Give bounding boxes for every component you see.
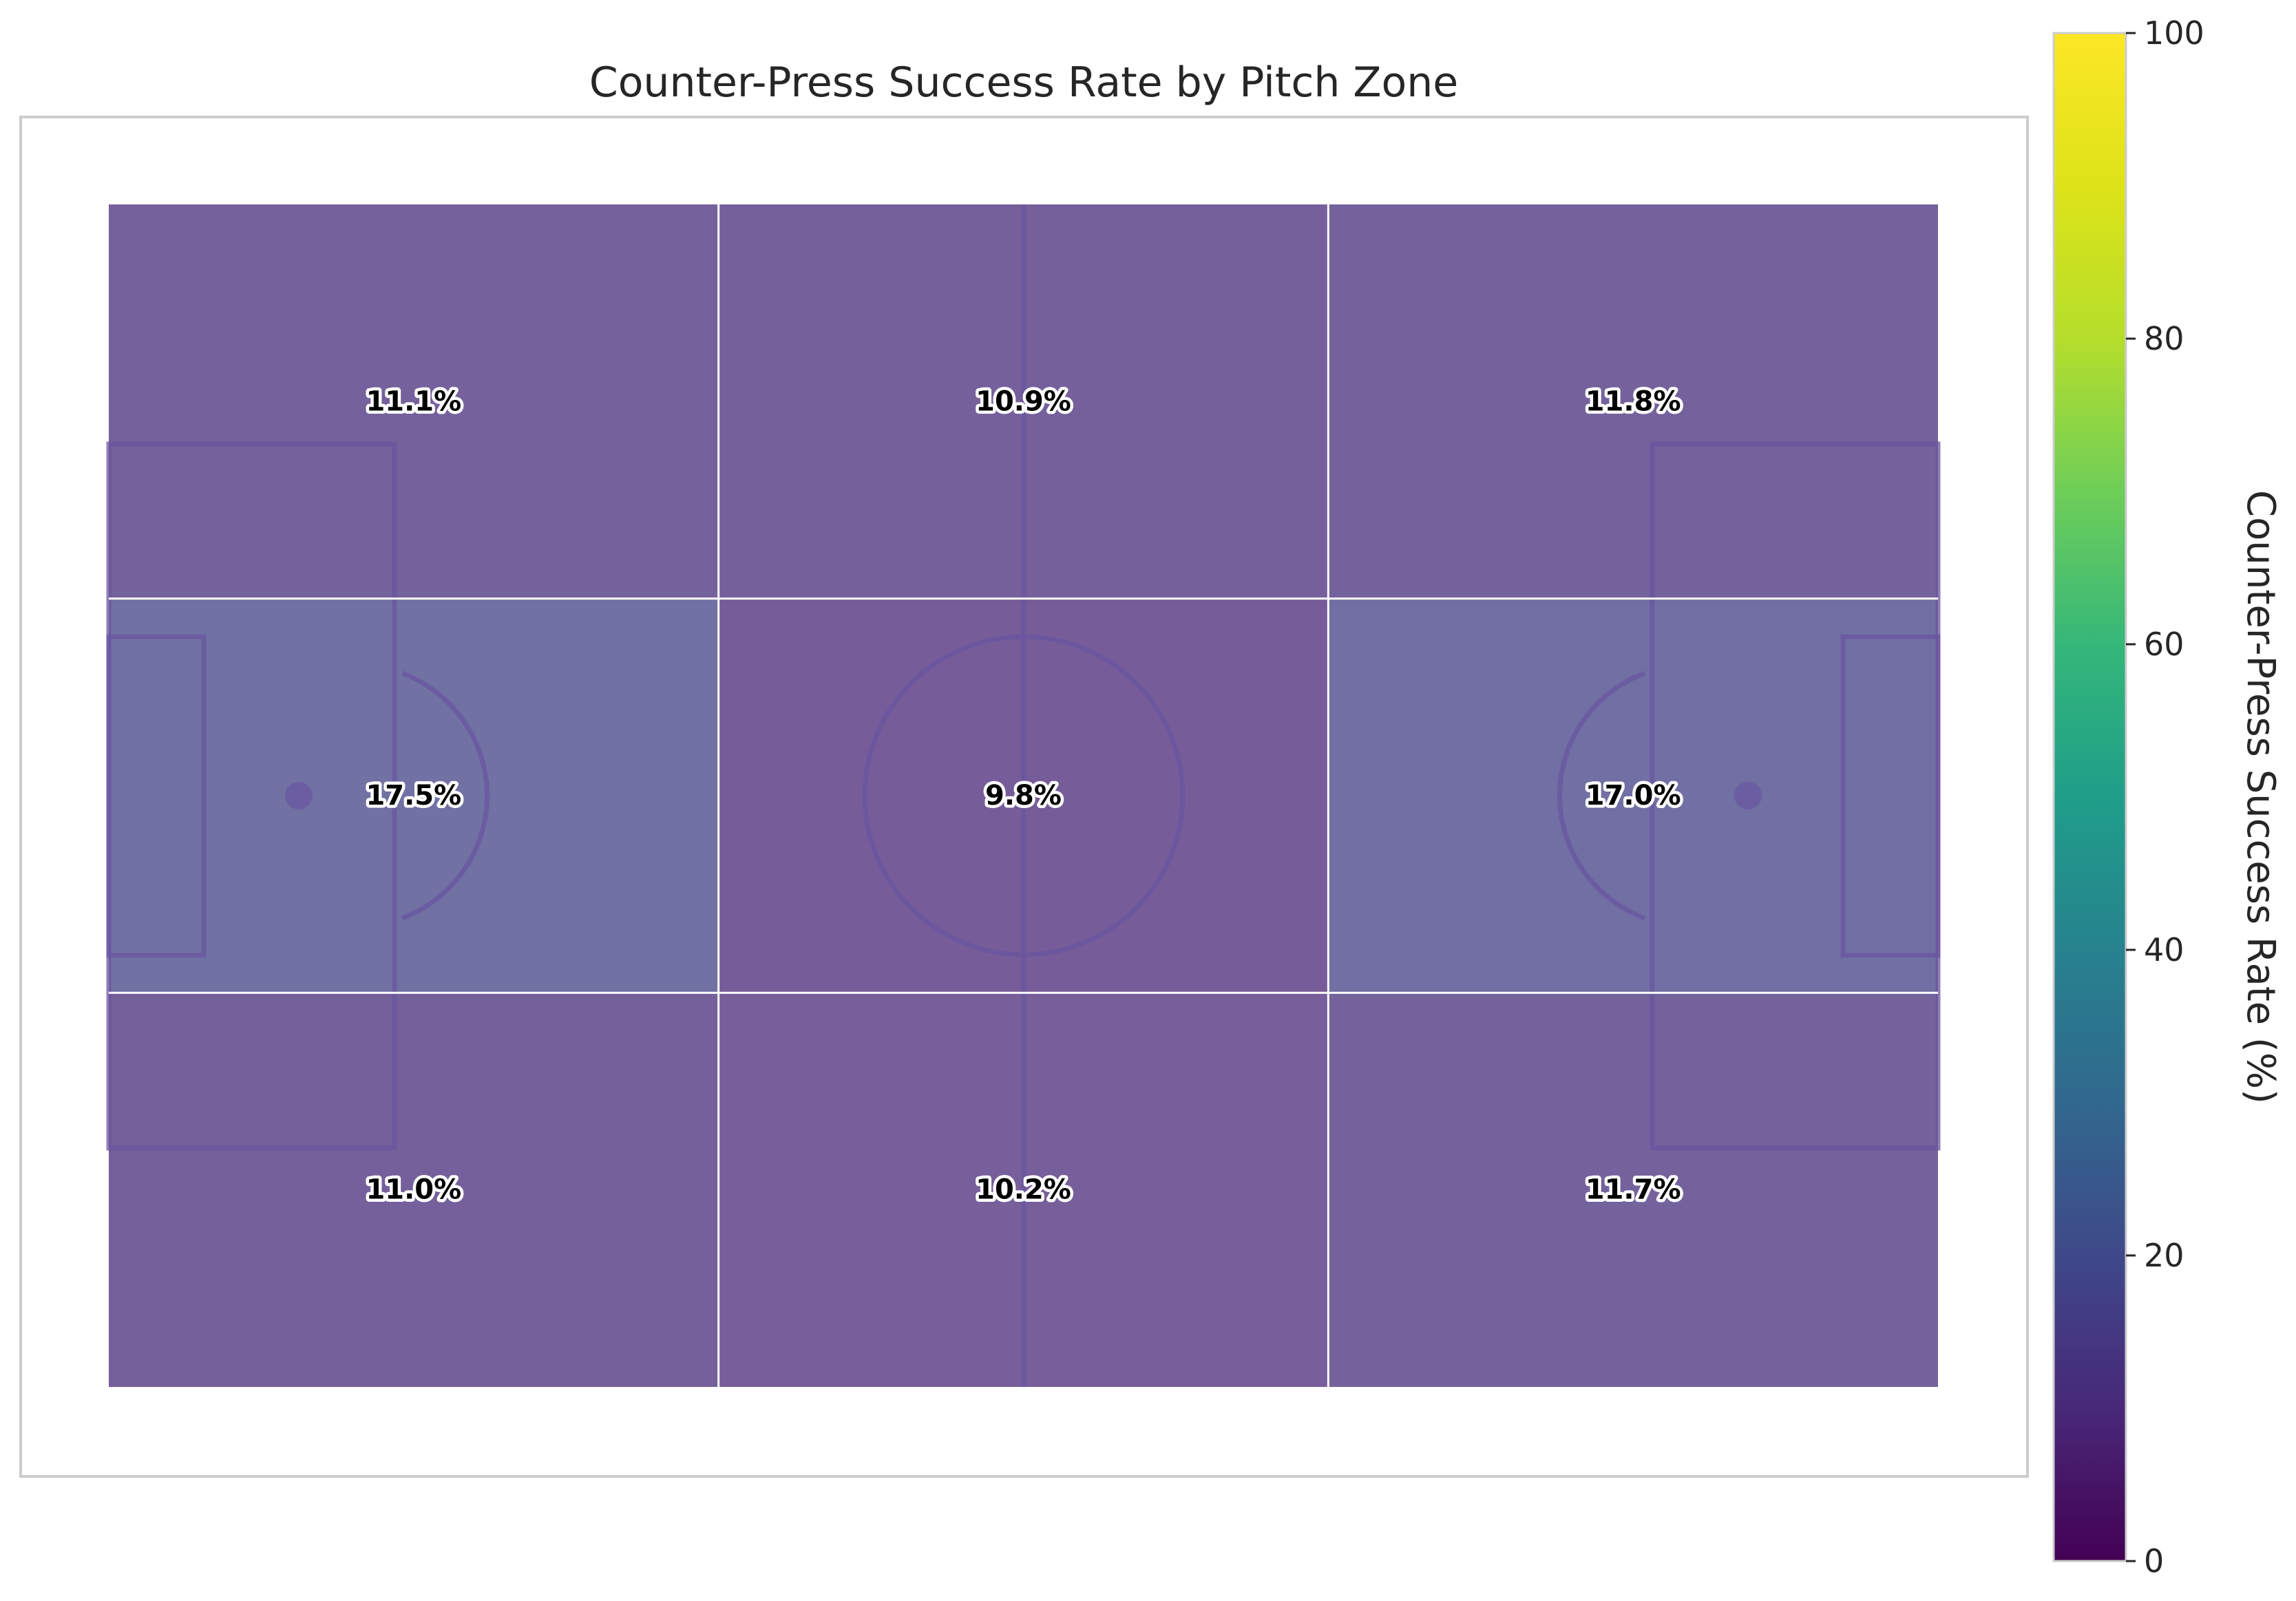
zone-cell-top-left [109, 204, 719, 599]
colorbar-tick-label: 40 [2144, 931, 2184, 968]
zone-labels: 11.1% 10.9% 11.8% 17.5% 9.8% 17.0% 11.0% 10.2% 1… [363, 383, 1684, 1209]
colorbar-ticks: 0 20 40 60 80 100 [2126, 14, 2204, 1580]
left-penalty-spot [285, 782, 313, 809]
zone-label-top-left: 11.1% [366, 385, 461, 417]
zone-cell-middle-right [1328, 598, 1938, 993]
colorbar-tick-label: 0 [2144, 1542, 2164, 1580]
zone-cell-bottom-left [109, 993, 719, 1387]
zone-label-bottom-center: 10.2% [976, 1174, 1071, 1206]
zone-label-middle-right: 17.0% [1586, 780, 1681, 812]
chart-title: Counter-Press Success Rate by Pitch Zone [589, 59, 1458, 107]
center-circle [862, 634, 1186, 957]
zone-grid [109, 204, 1938, 1387]
zone-cell-top-right [1328, 204, 1938, 599]
zone-label-middle-left: 17.5% [366, 780, 461, 812]
colorbar: 0 20 40 60 80 100 Counter-Press Success Rate … [2052, 14, 2283, 1580]
colorbar-tick-label: 80 [2144, 320, 2184, 357]
zone-label-bottom-left: 11.0% [366, 1174, 461, 1206]
colorbar-tick-label: 20 [2144, 1237, 2184, 1274]
zone-label-top-right: 11.8% [1586, 385, 1681, 417]
colorbar-gradient [2052, 32, 2127, 1562]
colorbar-tick-label: 100 [2144, 14, 2204, 52]
right-penalty-arc [1557, 670, 1646, 921]
left-penalty-arc [401, 670, 489, 921]
colorbar-label: Counter-Press Success Rate (%) [2238, 490, 2283, 1104]
zone-label-middle-center: 9.8% [985, 780, 1062, 812]
zone-cell-bottom-right [1328, 993, 1938, 1387]
zone-cell-middle-left [109, 598, 719, 993]
zone-label-top-center: 10.9% [976, 385, 1071, 417]
zone-label-bottom-right: 11.7% [1586, 1174, 1681, 1206]
right-goal-box [1840, 634, 1941, 958]
colorbar-tick-label: 60 [2144, 626, 2184, 663]
right-penalty-spot [1734, 782, 1762, 809]
pitch-markings [106, 204, 1941, 1387]
left-goal-box [106, 634, 207, 958]
